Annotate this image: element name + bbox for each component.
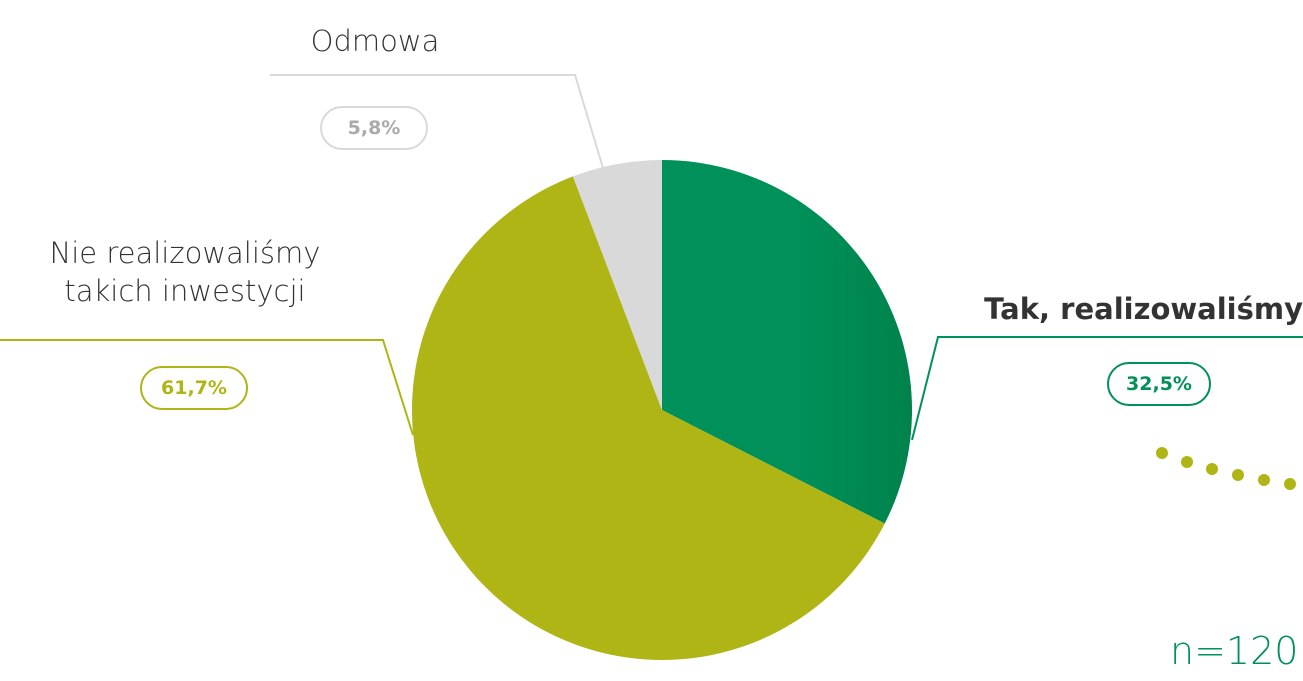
dots	[1156, 447, 1296, 490]
slice-label: Nie realizowaliśmy takich inwestycji	[49, 236, 321, 308]
value-label: 32,5%	[1107, 362, 1211, 406]
slice-label: Tak, realizowaliśmy	[984, 292, 1303, 326]
annotation: n=120	[1170, 629, 1299, 673]
slice-label: Odmowa	[310, 24, 440, 58]
pie-slice	[412, 176, 885, 660]
value-label: 61,7%	[140, 366, 248, 410]
value-label: 5,8%	[320, 106, 428, 150]
leader-line	[0, 339, 414, 436]
pie-slice	[572, 160, 662, 410]
leader-line	[270, 74, 604, 169]
pie-slice	[662, 160, 913, 524]
leader-line	[911, 336, 1303, 441]
